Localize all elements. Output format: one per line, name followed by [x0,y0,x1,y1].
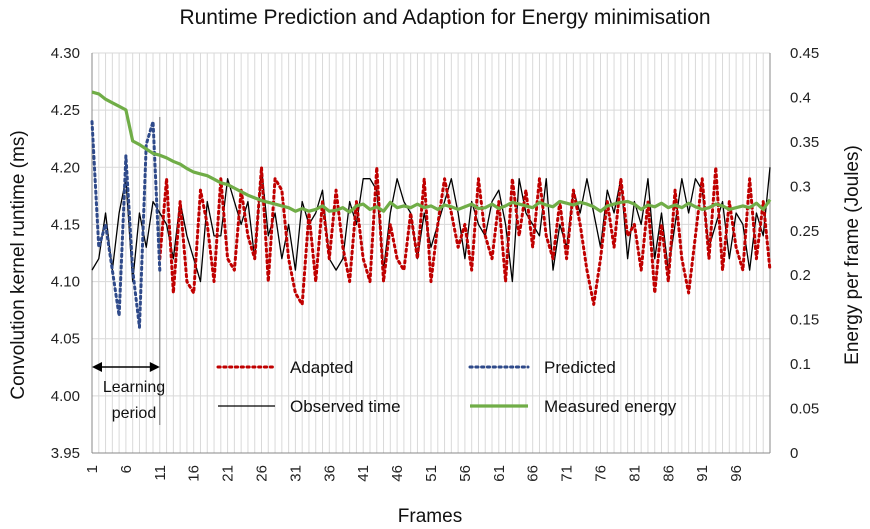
legend-item-predicted: Predicted [468,358,616,377]
y-left-tick-label: 4.20 [51,159,80,176]
legend-item-adapted: Adapted [216,358,353,377]
learning-arrow-head-right [149,362,160,372]
x-tick-label: 51 [423,465,440,482]
learning-arrow-head-left [92,362,102,372]
x-tick-label: 61 [491,465,508,482]
x-tick-label: 46 [389,465,406,482]
x-tick-label: 86 [660,465,677,482]
y-right-tick-label: 0.3 [790,178,811,195]
y-left-tick-label: 4.30 [51,45,80,62]
gridlines [91,52,771,454]
y-right-tick-label: 0.2 [790,267,811,284]
legend: Adapted Predicted Observed time Measured… [216,358,677,416]
learning-period-annotation: Learning period [92,362,165,422]
series-line-observed-time [91,166,771,283]
legend-item-observed: Observed time [218,397,401,416]
x-tick-label: 26 [254,465,271,482]
y-left-tick-label: 4.10 [51,274,80,291]
y-right-tick-label: 0.25 [790,223,819,240]
series-line-measured-energy [91,90,772,214]
x-tick-label: 21 [220,465,237,482]
y-right-tick-label: 0.05 [790,401,819,418]
legend-label-adapted: Adapted [290,358,353,377]
y-left-tick-label: 4.25 [51,102,80,119]
annotation-line1: Learning [103,379,165,396]
y-right-tick-label: 0.35 [790,134,819,151]
y-left-tick-label: 4.00 [51,388,80,405]
y-left-tick-label: 4.05 [51,331,80,348]
x-tick-label: 81 [626,465,643,482]
legend-item-energy: Measured energy [470,397,677,416]
x-tick-label: 1 [84,465,101,473]
x-tick-label: 36 [321,465,338,482]
series-line-adapted [158,165,772,306]
y-right-tick-label: 0.1 [790,356,811,373]
chart-title: Runtime Prediction and Adaption for Ener… [179,6,710,29]
series-line-predicted [90,120,162,329]
legend-label-energy: Measured energy [544,397,677,416]
x-tick-label: 71 [559,465,576,482]
y-axis-left-title: Convolution kernel runtime (ms) [8,130,29,399]
x-tick-label: 41 [355,465,372,482]
series-lines [90,90,772,329]
tick-labels: 3.95 4.00 4.05 4.10 4.15 4.20 4.25 4.30 0 0.05 0.1… [51,45,819,482]
y-axis-right-title: Energy per frame (Joules) [842,145,863,365]
x-tick-label: 16 [186,465,203,482]
x-tick-label: 11 [152,465,169,481]
y-right-tick-label: 0.4 [790,89,811,106]
y-right-tick-label: 0.45 [790,45,819,62]
x-axis-title: Frames [398,506,462,527]
x-tick-label: 6 [118,465,135,473]
legend-label-observed: Observed time [290,397,401,416]
x-tick-label: 31 [287,465,304,482]
y-right-tick-label: 0 [790,445,798,462]
x-tick-label: 96 [728,465,745,482]
annotation-line2: period [112,405,156,422]
y-left-tick-label: 3.95 [51,445,80,462]
legend-label-predicted: Predicted [544,358,616,377]
x-tick-label: 56 [457,465,474,482]
x-tick-label: 76 [593,465,610,482]
x-tick-label: 91 [694,465,711,482]
y-left-tick-label: 4.15 [51,216,80,233]
y-right-tick-label: 0.15 [790,312,819,329]
x-tick-label: 66 [525,465,542,482]
